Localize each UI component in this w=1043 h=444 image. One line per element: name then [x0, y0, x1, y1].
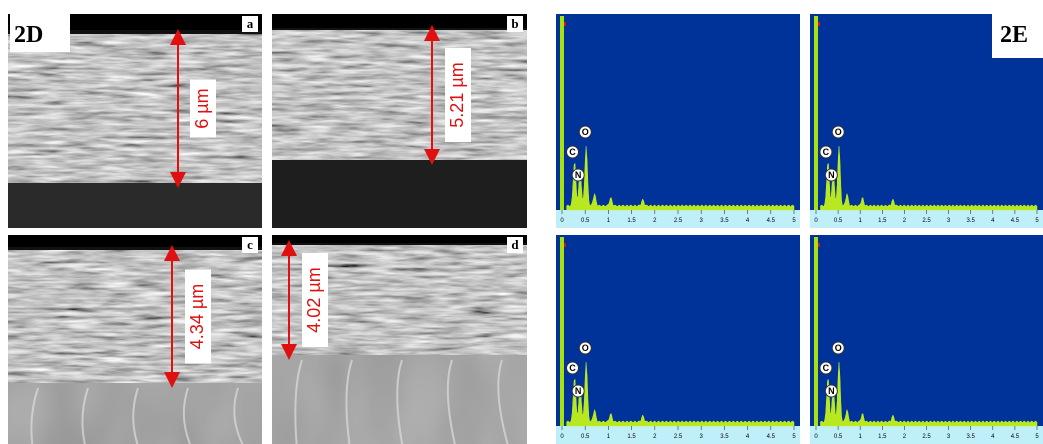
element-label: O [835, 343, 842, 353]
element-label: O [582, 343, 589, 353]
figure: 6 µma5.21 µmb4.34 µmc4.02 µmd CON00.511.… [0, 0, 1043, 444]
axis-tick-label: 0.5 [834, 434, 843, 440]
element-label: O [835, 127, 842, 137]
film-layer [272, 30, 527, 160]
sem-image: 4.34 µm c [8, 235, 262, 444]
axis-tick-label: 2.5 [922, 434, 931, 440]
zero-peak [560, 16, 564, 210]
thickness-label: 4.34 µm [187, 284, 207, 349]
element-label: N [828, 386, 835, 396]
top-bar [272, 14, 527, 28]
axis-tick-label: 3.5 [967, 218, 976, 224]
plot-bg [556, 14, 800, 210]
sem-panels: 6 µm a 5.21 µm b 4.34 µm c 4.02 µm d [8, 14, 527, 444]
top-bar [272, 235, 527, 243]
figure-label: 2D [14, 22, 43, 48]
axis-tick-label: 1.5 [878, 434, 887, 440]
panel-letter: a [247, 16, 254, 31]
figure-label: 2E [1000, 22, 1028, 48]
plot-bg [556, 235, 800, 426]
axis-tick-label: 0.5 [581, 434, 590, 440]
axis-tick-label: 3.5 [720, 434, 729, 440]
top-bar [8, 235, 262, 247]
axis-tick-label: 4.5 [767, 434, 776, 440]
axis-tick-label: 2.5 [674, 434, 683, 440]
element-label: N [575, 386, 582, 396]
axis-tick-label: 2.5 [674, 218, 683, 224]
element-label: N [575, 170, 582, 180]
sem-image: 5.21 µm b [272, 14, 527, 228]
axis-tick-label: 4.5 [1011, 434, 1020, 440]
axis-tick-label: 4.5 [767, 218, 776, 224]
axis-tick-label: 1.5 [627, 218, 636, 224]
element-label: C [569, 147, 576, 157]
zero-peak [814, 237, 818, 426]
film-layer [8, 34, 262, 183]
axis-tick-label: 4.5 [1011, 218, 1020, 224]
element-label: C [823, 363, 830, 373]
thickness-label: 6 µm [192, 88, 212, 128]
axis-tick-label: 0.5 [581, 218, 590, 224]
axis-tick-label: 2.5 [922, 218, 931, 224]
axis-tick-label: 1.5 [878, 218, 887, 224]
sem-image: 4.02 µm d [272, 235, 527, 444]
substrate [8, 183, 262, 228]
film-layer [8, 250, 262, 383]
zero-peak [560, 237, 564, 426]
axis-tick-label: 0.5 [834, 218, 843, 224]
element-label: N [828, 170, 835, 180]
panel-letter: c [247, 237, 253, 252]
element-label: C [569, 363, 576, 373]
zero-peak [814, 16, 818, 210]
axis-tick-label: 3.5 [967, 434, 976, 440]
thickness-label: 5.21 µm [447, 62, 467, 127]
element-label: O [582, 127, 589, 137]
axis-tick-label: 3.5 [720, 218, 729, 224]
substrate [272, 160, 527, 228]
axis-tick-label: 1.5 [627, 434, 636, 440]
panel-letter: d [511, 237, 519, 252]
panel-letter: b [511, 16, 518, 31]
element-label: C [823, 147, 830, 157]
thickness-label: 4.02 µm [304, 267, 324, 332]
plot-bg [810, 235, 1043, 426]
